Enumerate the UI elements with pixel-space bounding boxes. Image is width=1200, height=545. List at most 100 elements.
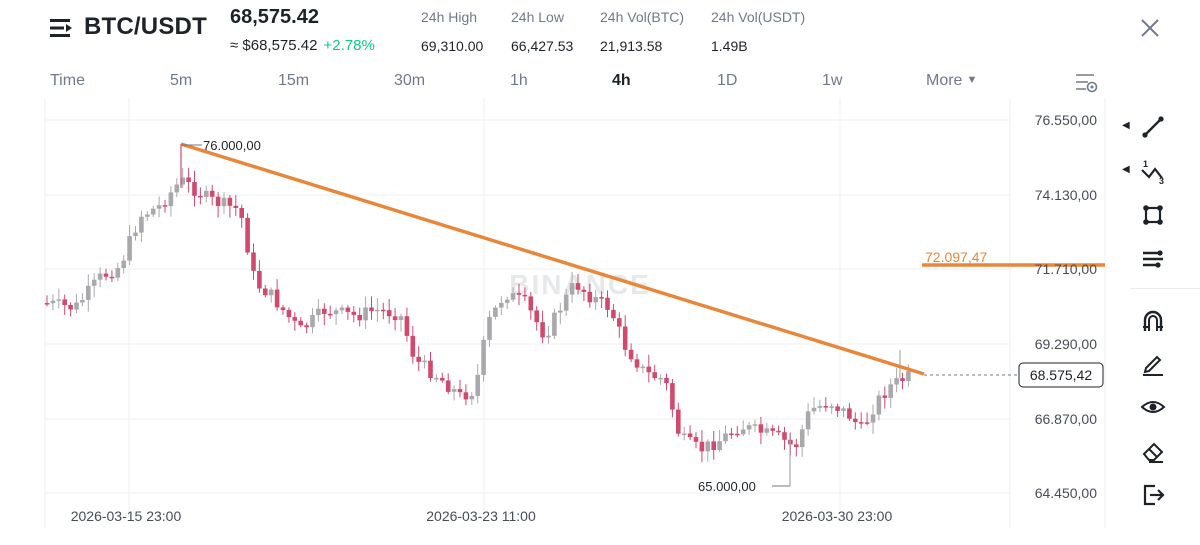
candle-body [392,316,398,321]
candle-body [168,192,174,207]
candle-body [693,437,699,442]
close-icon[interactable] [1138,16,1162,40]
candle-body [622,326,628,350]
tab-1w[interactable]: 1w [822,72,843,89]
candle-body [174,184,180,193]
stat-value: 21,913.58 [600,38,663,54]
candle-body [740,429,746,435]
stat-label: 24h Vol(BTC) [600,9,685,25]
candle-body [876,395,882,415]
candle-body [581,289,587,292]
tab-1h[interactable]: 1h [510,72,528,89]
eraser-tool[interactable] [1138,436,1168,466]
pencil-icon [1143,355,1163,376]
candle-body [599,297,604,299]
candle-body [310,315,315,328]
candle-body [139,216,144,233]
toolbar-divider [1130,288,1200,289]
candle-body [286,309,292,318]
candle-body [841,408,846,411]
candle-body [723,433,728,442]
candle-body [239,208,244,218]
tab-5m[interactable]: 5m [170,72,193,89]
candle-body [906,371,911,381]
svg-text:3: 3 [1159,176,1164,186]
candle-body [499,302,504,308]
eraser-icon [1142,442,1164,463]
exit-tool[interactable] [1138,480,1168,510]
y-tick: 64.450,00 [1035,485,1097,501]
candle-body [640,366,646,369]
candle-body [363,307,368,321]
candle-body [50,300,56,304]
tab-15m[interactable]: 15m [278,72,310,89]
tab-30m[interactable]: 30m [394,72,426,89]
candle-body [853,418,858,423]
candle-body [351,311,357,315]
eye-icon [1140,401,1166,413]
candle-body [304,325,309,328]
candle-body [504,299,510,303]
candle-body [664,377,669,384]
candle-body [758,424,764,433]
candle-body [186,177,191,182]
chart-settings-icon[interactable] [1074,72,1098,94]
candle-body [687,433,693,438]
tab-more[interactable]: More ▼ [926,72,977,90]
tab-1d[interactable]: 1D [717,72,738,89]
indicator-tool[interactable] [1138,244,1168,274]
candle-body [705,441,711,452]
y-axis: 76.550,00 74.130,00 71.710,00 69.290,00 … [1035,112,1097,501]
candle-body [676,409,681,434]
visibility-tool[interactable] [1138,392,1168,422]
candle-body [481,339,486,375]
chart-canvas[interactable]: BINANCE 76.000,00 65.000,00 72.097,47 76… [0,98,1110,540]
stat-label: 24h Vol(USDT) [711,9,806,25]
candle-body [68,305,73,310]
candle-body [469,395,475,400]
candle-body [829,406,834,408]
candle-body [280,307,286,310]
candle-body [62,299,67,305]
candle-body [634,359,640,368]
candle-body [900,378,905,381]
x-tick: 2026-03-23 11:00 [426,508,536,524]
candle-body [386,310,392,317]
candle-body [369,307,374,311]
candle-body [858,422,864,424]
candle-body [74,302,79,310]
stat-value: 66,427.53 [511,38,574,54]
stat-label: 24h Low [511,9,564,25]
candle-body [145,214,150,217]
candle-body [552,312,557,336]
candle-body [493,307,498,317]
magnet-tool[interactable] [1138,306,1168,336]
trading-pair[interactable]: BTC/USDT [84,13,207,40]
x-tick: 2026-03-30 23:00 [782,508,893,524]
candle-body [91,279,97,286]
candle-body [292,317,298,321]
trend-line[interactable] [180,142,925,376]
candle-body [546,335,551,338]
tab-4h[interactable]: 4h [612,72,631,89]
candle-body [416,356,421,362]
shape-tool[interactable] [1138,200,1168,230]
x-axis: 2026-03-15 23:00 2026-03-23 11:00 2026-0… [71,508,893,524]
price-chart[interactable]: BINANCE 76.000,00 65.000,00 72.097,47 76… [0,98,1110,540]
tab-time[interactable]: Time [50,72,85,89]
candle-body [681,433,687,435]
indicator-icon [1143,250,1163,268]
candle-body [245,217,250,253]
pencil-tool[interactable] [1138,348,1168,378]
candle-body [799,429,805,448]
svg-text:1: 1 [1143,159,1148,169]
menu-icon[interactable] [50,18,74,38]
y-tick: 71.710,00 [1035,261,1097,277]
exit-icon [1143,484,1165,506]
stat-value: 69,310.00 [421,38,484,54]
candle-body [463,392,469,400]
trend-line-tool[interactable]: ◀ [1122,112,1168,142]
trend-line-icon [1142,116,1164,138]
x-tick: 2026-03-15 23:00 [71,508,182,524]
